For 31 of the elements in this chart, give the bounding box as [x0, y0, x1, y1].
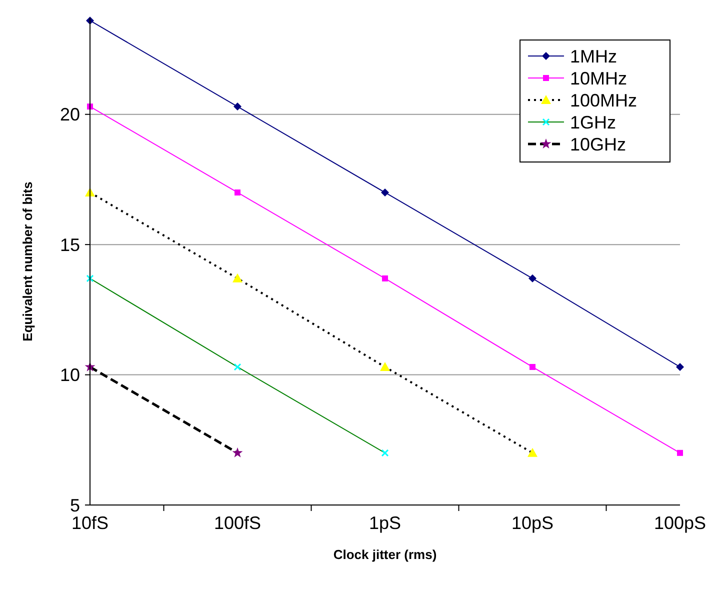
point: [232, 273, 242, 282]
legend-label: 1MHz: [570, 46, 618, 66]
x-tick-label: 10pS: [511, 513, 554, 533]
point: [232, 447, 243, 458]
y-tick-label: 20: [60, 104, 80, 125]
point: [381, 188, 389, 196]
x-tick-label: 10fS: [71, 513, 109, 533]
x-tick-label: 100fS: [214, 513, 262, 533]
point: [530, 364, 536, 370]
legend-label: 10MHz: [570, 68, 628, 88]
point: [528, 274, 536, 282]
x-tick-label: 1pS: [368, 513, 402, 533]
y-axis-title: Equivalent number of bits: [20, 182, 35, 342]
point: [381, 449, 389, 457]
point: [234, 189, 240, 196]
point: [382, 275, 388, 282]
point: [528, 448, 538, 457]
point: [677, 450, 683, 456]
legend-label: 100MHz: [570, 90, 638, 110]
point: [86, 274, 94, 282]
point: [234, 102, 242, 111]
x-axis-title: Clock jitter (rms): [333, 547, 437, 562]
y-tick-label: 10: [60, 365, 80, 386]
point: [380, 362, 390, 371]
point: [676, 362, 684, 371]
y-tick-label: 5: [70, 495, 80, 516]
legend-label: 1GHz: [570, 112, 616, 132]
y-tick-label: 15: [60, 234, 80, 255]
point: [234, 363, 242, 371]
x-tick-label: 100pS: [654, 513, 706, 533]
legend-label: 10GHz: [570, 134, 626, 154]
